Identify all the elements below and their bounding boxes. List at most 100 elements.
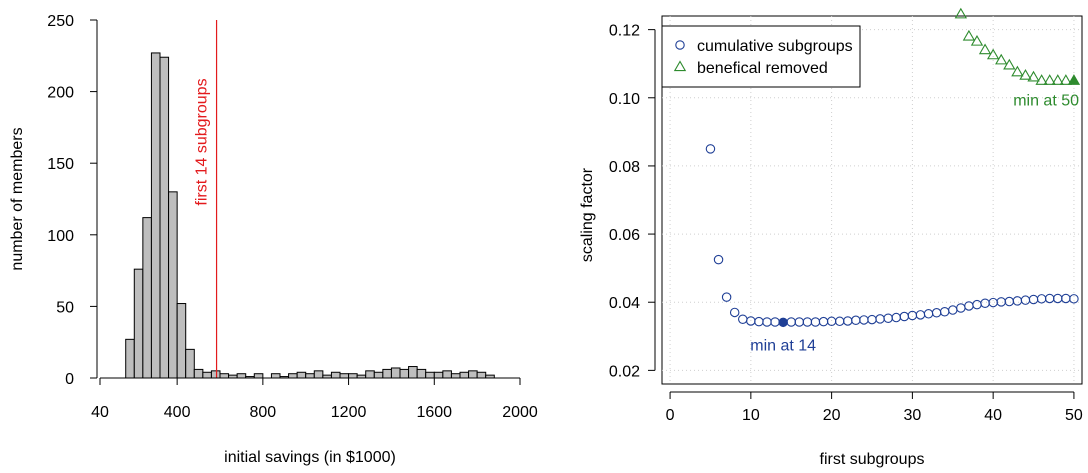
scatter-point-cumulative [843,316,853,326]
scatter-point-cumulative [810,317,821,327]
scatter-point-cumulative [818,316,829,327]
scatter-point-cumulative [899,311,910,322]
histogram-bar [459,371,470,379]
histogram-bar [425,371,435,379]
legend-entry-beneficial: benefical removed [697,60,828,77]
histogram-bar [382,368,392,379]
histogram-bar [296,371,307,379]
histogram-x-tick-label: 2000 [502,404,538,421]
histogram-bar [125,338,135,379]
histogram-bar [253,373,264,379]
scatter-point-beneficial [986,48,1000,60]
scatter-y-tick-label: 0.08 [609,159,640,176]
series-2-min-label: min at 50 [1013,93,1079,110]
histogram-bar [348,373,358,379]
scatter-point-cumulative [1036,294,1047,304]
scatter-point-cumulative [948,305,958,315]
scatter-point-cumulative [729,307,740,318]
histogram-bar [219,373,230,379]
series-1-min-label: min at 14 [750,337,816,354]
legend-circle-marker [675,40,685,50]
histogram-x-tick-label: 40 [91,404,109,421]
scatter-x-tick-label: 40 [984,407,1002,424]
scatter-point-beneficial [1027,70,1040,82]
histogram-bar [142,217,152,379]
scatter-point-cumulative [972,299,982,310]
scatter-point-cumulative [770,317,780,327]
scatter-point-cumulative [964,301,974,311]
scatter-y-axis-label: scaling factor [579,167,596,262]
histogram-bar [416,368,427,379]
histogram-bar [468,370,478,379]
histogram-bar [176,303,187,379]
histogram-bar [185,348,195,379]
scatter-point-beneficial [1059,74,1073,85]
histogram-y-tick-label: 100 [47,228,74,245]
legend: cumulative subgroups benefical removed [661,25,861,88]
scatter-point-cumulative [1044,293,1055,304]
histogram-bar [133,268,144,379]
scatter-y-tick-label: 0.10 [609,91,640,108]
histogram-panel: first 14 subgroups 40 400 800 1200 1600 2000 0… [9,13,538,466]
scatter-point-cumulative [883,313,893,323]
scatter-point-cumulative [1004,296,1015,307]
scatter-point-cumulative [754,316,764,327]
scatter-point-cumulative [980,298,990,308]
histogram-bar [270,373,281,379]
scatter-point-cumulative [875,314,885,324]
legend-box [661,25,861,88]
histogram-x-tick-label: 1600 [416,404,452,421]
scatter-x-tick-label: 20 [823,407,841,424]
histogram-bar [365,370,375,379]
histogram-bar [313,370,324,379]
histogram-bar [390,367,401,379]
histogram-bar [202,371,212,379]
histogram-y-tick-label: 250 [47,13,74,30]
cutoff-label: first 14 subgroups [194,78,211,205]
scatter-y-tick-label: 0.04 [609,295,640,312]
scatter-y-tick-label: 0.12 [609,23,640,40]
scatter-point-cumulative [802,317,813,327]
histogram-bar [150,52,161,379]
legend-triangle-marker [673,60,687,72]
scatter-y-tick-label: 0.06 [609,227,640,244]
scatter-points [705,7,1081,328]
scatter-point-beneficial [1035,74,1048,85]
scatter-x-tick-label: 10 [742,407,760,424]
scatter-point-cumulative [762,317,772,327]
scatter-point-cumulative [931,308,942,318]
scatter-point-cumulative [923,309,934,319]
histogram-bar [408,366,418,379]
scatter-point-cumulative [786,317,796,327]
scatter-axes: 0 10 20 30 40 50 0.02 0.04 0.06 0.08 0.10 0.12 [609,23,1083,424]
scatter-point-beneficial [978,43,992,55]
scatter-grid [662,16,1082,384]
scatter-point-beneficial [1003,58,1016,70]
histogram-x-tick-label: 400 [164,404,191,421]
histogram-bar [339,373,350,379]
scatter-point-cumulative [1061,293,1071,304]
scatter-point-cumulative [1028,294,1039,305]
scatter-point-cumulative [705,144,716,154]
histogram-bar [373,371,384,379]
histogram-axes: 40 400 800 1200 1600 2000 0 50 100 150 200 250 [47,13,538,421]
histogram-bar [288,373,298,379]
scatter-point-beneficial [954,7,968,19]
scatter-y-tick-label: 0.02 [609,363,640,380]
histogram-bar [159,56,170,379]
histogram-bar [193,368,204,379]
scatter-x-tick-label: 50 [1065,407,1083,424]
scatter-point-cumulative [721,292,732,302]
scatter-point-cumulative [1020,295,1031,305]
histogram-bars [125,52,495,379]
scatter-point-cumulative [738,314,748,325]
histogram-x-tick-label: 800 [250,404,277,421]
histogram-bar [433,371,444,379]
scatter-point-cumulative [1069,294,1079,304]
scatter-point-cumulative [794,317,805,327]
scatter-point-cumulative [939,307,950,317]
scatter-point-cumulative [778,317,788,328]
histogram-x-axis-label: initial savings (in $1000) [224,449,396,466]
